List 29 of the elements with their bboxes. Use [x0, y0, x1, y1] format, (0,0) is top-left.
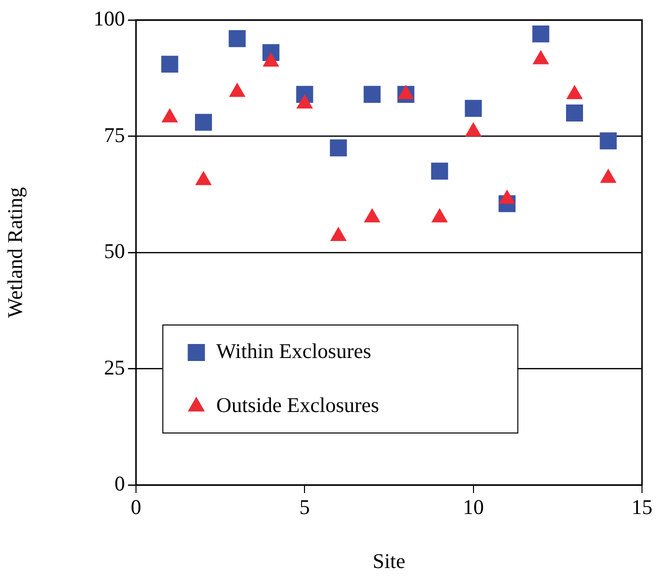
x-tick-label: 10 [462, 495, 484, 520]
point [532, 25, 550, 42]
y-tick-label: 0 [114, 472, 125, 496]
point [194, 114, 212, 131]
point [228, 30, 246, 48]
point [498, 190, 516, 204]
legend-label: Outside Exclosures [216, 392, 380, 417]
point [465, 122, 482, 136]
point [330, 226, 347, 241]
point [566, 104, 584, 122]
y-tick-label: 75 [104, 122, 125, 147]
point [161, 56, 178, 73]
point [600, 168, 616, 183]
point [464, 100, 482, 117]
point [431, 208, 448, 222]
x-tick-label: 5 [299, 495, 310, 520]
y-axis-title: Wetland Rating [3, 186, 28, 318]
y-tick-label: 100 [94, 6, 125, 31]
x-tick-label: 15 [632, 495, 652, 520]
point [364, 86, 381, 103]
y-tick-label: 50 [104, 239, 125, 264]
point [364, 208, 380, 222]
y-tick-label: 25 [104, 355, 125, 380]
x-axis-title: Site [372, 548, 406, 573]
point [195, 170, 212, 186]
point [600, 132, 617, 150]
x-tick-label: 0 [130, 495, 142, 520]
point [330, 139, 347, 156]
legend-label: Within Exclosures [216, 338, 372, 363]
